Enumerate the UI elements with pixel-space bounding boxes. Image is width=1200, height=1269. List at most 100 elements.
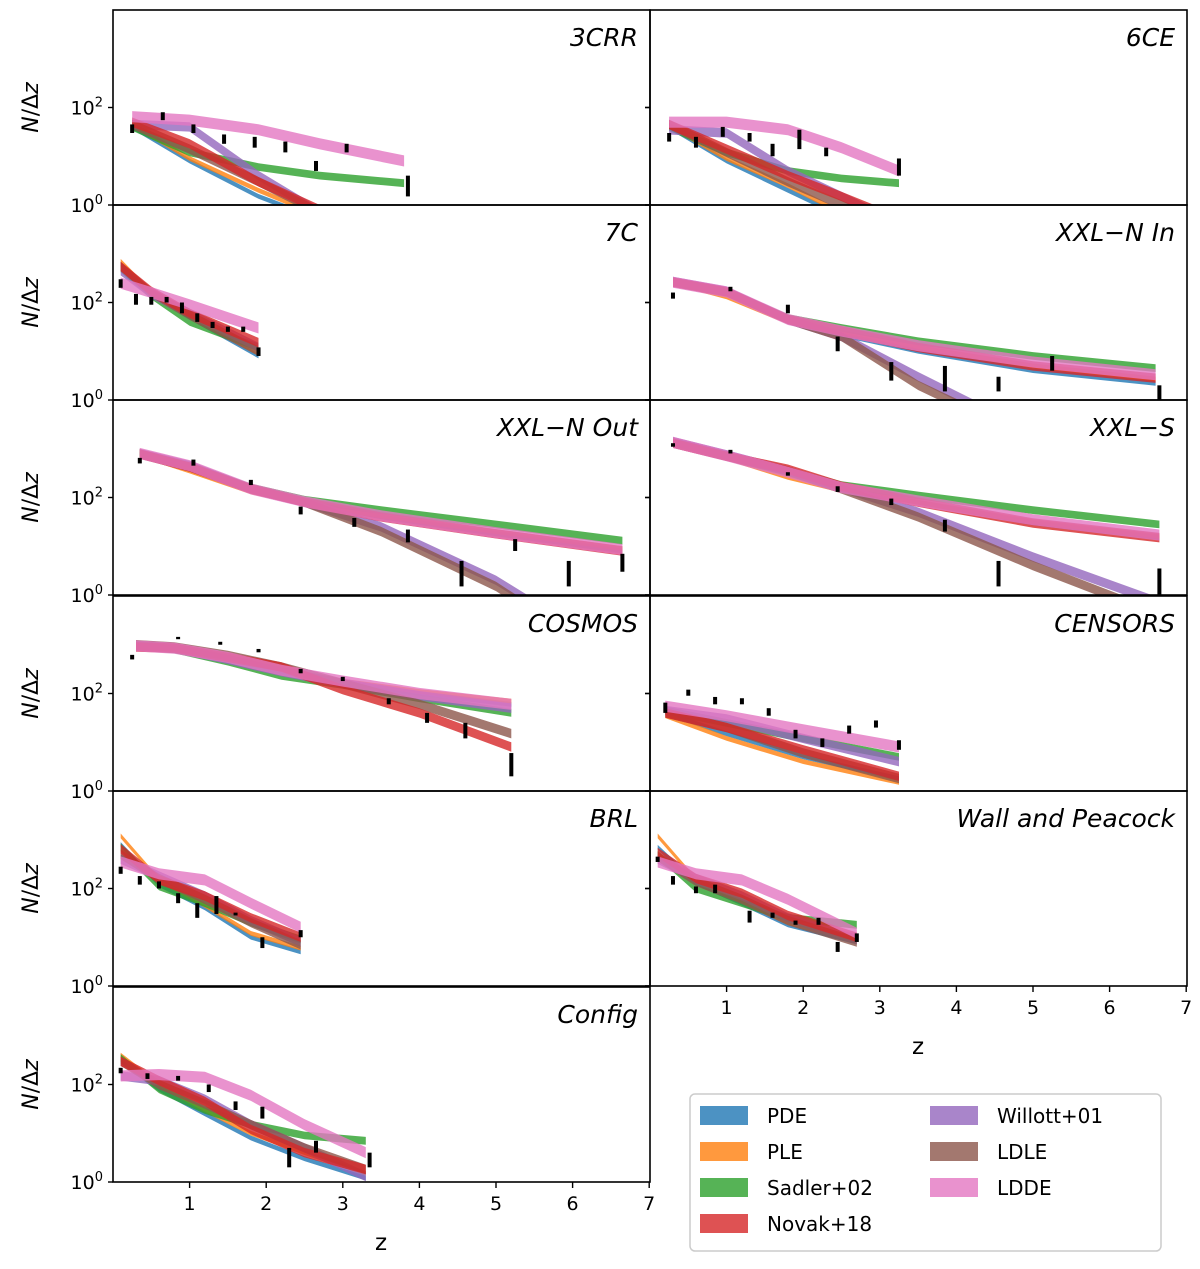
band-willott-01 — [120, 1071, 366, 1182]
bands-brl — [118, 833, 303, 955]
bands-cosmos — [130, 636, 514, 777]
band-ldle — [139, 449, 517, 595]
band-ldle — [673, 277, 959, 400]
bands-xxl-s — [670, 436, 1162, 595]
y-tick-label: 100 — [71, 583, 103, 607]
x-tick-label: 1 — [184, 1193, 196, 1215]
bands-censors — [663, 689, 901, 785]
bands-7c — [118, 258, 261, 359]
band-sadler-02 — [120, 1054, 366, 1145]
legend-label: LDDE — [997, 1176, 1052, 1200]
band-sadler-02 — [139, 449, 623, 545]
x-tick-label: 3 — [874, 997, 886, 1019]
x-tick-label: 3 — [337, 1193, 349, 1215]
band-sadler-02 — [673, 277, 1156, 372]
legend-item-ldle: LDLE — [930, 1140, 1047, 1164]
panel-title: Wall and Peacock — [956, 804, 1176, 833]
y-tick-label: 102 — [71, 682, 103, 706]
legend-swatch — [700, 1142, 748, 1161]
legend-item-pde: PDE — [700, 1104, 807, 1128]
band-ldde — [665, 700, 899, 753]
panel-xxl-n-in: XXL−N In — [645, 204, 1188, 401]
panel-cosmos: COSMOS 100 102 N/Δz — [19, 595, 651, 803]
legend-item-ple: PLE — [700, 1140, 803, 1164]
x-tick-label: 6 — [1104, 997, 1116, 1019]
panel-title: BRL — [590, 804, 638, 833]
x-axis-label: z — [912, 1034, 924, 1060]
band-sadler-02 — [669, 123, 899, 188]
panel-title: XXL−N In — [1054, 218, 1175, 247]
x-tick-label: 1 — [721, 997, 733, 1019]
band-ldle — [120, 1056, 366, 1175]
panel-title: CENSORS — [1054, 609, 1175, 638]
panel-title: Config — [557, 1000, 638, 1029]
band-sadler-02 — [132, 123, 405, 188]
legend-item-sadler-02: Sadler+02 — [700, 1176, 873, 1200]
panel-7c: 7C 100 102 N/Δz — [19, 204, 651, 412]
panel-xxl-n-out: XXL−N Out 100 102 N/Δz — [19, 399, 651, 607]
legend-label: PDE — [767, 1104, 807, 1128]
y-axis-label: N/Δz — [19, 277, 44, 328]
panel-title: XXL−S — [1088, 413, 1175, 442]
panel-config: Config 100 102 N/Δz — [19, 986, 651, 1194]
x-tick-label: 4 — [413, 1193, 425, 1215]
legend-label: PLE — [767, 1140, 803, 1164]
panel-wall-and-peacock: Wall and Peacock — [645, 790, 1188, 987]
bands-wall-and-peacock — [655, 833, 859, 952]
band-ldde — [132, 111, 405, 167]
x-tick-label: 2 — [260, 1193, 272, 1215]
panel-title: 7C — [605, 218, 639, 247]
band-ldde — [669, 116, 899, 177]
x-tick-label: 5 — [490, 1193, 502, 1215]
x-tick-label: 7 — [643, 1193, 655, 1215]
legend-swatch — [700, 1106, 748, 1125]
band-sadler-02 — [673, 437, 1160, 529]
band-ldde — [120, 1069, 366, 1159]
panel-title: XXL−N Out — [495, 413, 639, 442]
band-novak-18 — [120, 844, 301, 942]
y-tick-label: 102 — [71, 486, 103, 510]
legend-swatch — [700, 1178, 748, 1197]
legend-swatch — [930, 1178, 978, 1197]
band-ple — [665, 713, 899, 785]
y-axis-label: N/Δz — [19, 863, 44, 914]
y-tick-label: 100 — [71, 388, 103, 412]
panel-frame — [649, 9, 1188, 206]
band-novak-18 — [120, 1056, 366, 1175]
legend-frame — [689, 1093, 1162, 1252]
x-tick-label: 2 — [797, 997, 809, 1019]
band-novak-18 — [665, 708, 899, 781]
legend-item-willott-01: Willott+01 — [930, 1104, 1103, 1128]
band-willott-01 — [665, 705, 899, 767]
y-tick-label: 100 — [71, 193, 103, 217]
legend-swatch — [930, 1106, 978, 1125]
legend-item-novak-18: Novak+18 — [700, 1212, 872, 1236]
band-novak-18 — [120, 261, 259, 348]
bands-6ce — [667, 116, 901, 205]
band-ldde — [673, 276, 1156, 381]
x-axis-label: z — [375, 1230, 387, 1256]
legend-swatch — [930, 1142, 978, 1161]
y-axis-label: N/Δz — [19, 82, 44, 133]
bands-config — [118, 1052, 372, 1182]
x-tick-label: 7 — [1180, 997, 1192, 1019]
legend-label: LDLE — [997, 1140, 1047, 1164]
y-axis-label: N/Δz — [19, 472, 44, 523]
legend: PDE PLE Sadler+02 Novak+18 Willott+01 LDLE LDD… — [689, 1093, 1162, 1252]
x-axes: 1 2 3 4 5 6 7 z 1 2 3 4 5 6 7 z — [184, 986, 1192, 1256]
legend-label: Novak+18 — [767, 1212, 872, 1236]
y-tick-label: 102 — [71, 877, 103, 901]
bands-3crr — [130, 111, 410, 205]
x-tick-label: 5 — [1027, 997, 1039, 1019]
legend-label: Willott+01 — [997, 1104, 1103, 1128]
legend-swatch — [700, 1214, 748, 1233]
panel-brl: BRL 100 102 N/Δz — [19, 790, 651, 998]
bands-xxl-n-in — [670, 276, 1162, 400]
y-tick-label: 102 — [71, 291, 103, 315]
band-ldde — [139, 447, 623, 556]
legend-label: Sadler+02 — [767, 1176, 873, 1200]
panel-title: 6CE — [1126, 23, 1175, 52]
panel-title: COSMOS — [528, 609, 638, 638]
band-ldde — [136, 640, 512, 710]
